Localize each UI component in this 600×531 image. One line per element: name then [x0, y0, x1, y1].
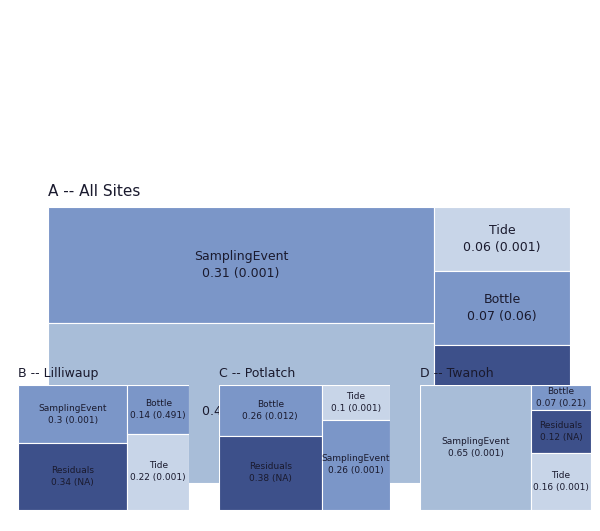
- Text: A -- All Sites: A -- All Sites: [48, 184, 140, 199]
- Bar: [434, 207, 570, 271]
- Text: Bottle
0.26 (0.012): Bottle 0.26 (0.012): [242, 400, 298, 421]
- Text: Bottle
0.07 (0.21): Bottle 0.07 (0.21): [536, 387, 586, 408]
- Bar: [531, 385, 591, 410]
- Bar: [531, 410, 591, 453]
- Bar: [127, 385, 189, 433]
- Bar: [127, 433, 189, 510]
- Text: Residuals
0.12 (NA): Residuals 0.12 (NA): [539, 421, 583, 442]
- Text: Residuals
0.34 (NA): Residuals 0.34 (NA): [51, 466, 94, 487]
- Text: D -- Twanoh: D -- Twanoh: [420, 367, 494, 380]
- Text: B -- Lilliwaup: B -- Lilliwaup: [18, 367, 98, 380]
- Bar: [219, 385, 322, 435]
- Bar: [18, 385, 127, 443]
- Text: SamplingEvent
0.26 (0.001): SamplingEvent 0.26 (0.001): [322, 455, 390, 475]
- Bar: [219, 435, 322, 510]
- Bar: [531, 453, 591, 510]
- Bar: [322, 385, 390, 419]
- Text: C -- Potlatch: C -- Potlatch: [219, 367, 295, 380]
- Bar: [18, 443, 127, 510]
- Bar: [322, 419, 390, 510]
- Text: Residuals
0.13 (NA): Residuals 0.13 (NA): [472, 399, 532, 429]
- Text: Bottle
0.14 (0.491): Bottle 0.14 (0.491): [130, 399, 186, 419]
- Text: Tide
0.06 (0.001): Tide 0.06 (0.001): [463, 224, 541, 254]
- Text: Site
0.43 (0.001): Site 0.43 (0.001): [202, 388, 280, 418]
- Bar: [48, 323, 434, 483]
- Text: Residuals
0.38 (NA): Residuals 0.38 (NA): [249, 463, 292, 483]
- Bar: [48, 207, 434, 323]
- Text: Tide
0.22 (0.001): Tide 0.22 (0.001): [130, 461, 186, 482]
- Text: Bottle
0.07 (0.06): Bottle 0.07 (0.06): [467, 293, 537, 323]
- Text: Tide
0.1 (0.001): Tide 0.1 (0.001): [331, 392, 381, 413]
- Bar: [434, 271, 570, 345]
- Bar: [434, 345, 570, 483]
- Text: SamplingEvent
0.65 (0.001): SamplingEvent 0.65 (0.001): [442, 437, 510, 458]
- Text: Tide
0.16 (0.001): Tide 0.16 (0.001): [533, 471, 589, 492]
- Text: SamplingEvent
0.31 (0.001): SamplingEvent 0.31 (0.001): [194, 250, 289, 280]
- Text: SamplingEvent
0.3 (0.001): SamplingEvent 0.3 (0.001): [38, 404, 107, 425]
- Bar: [420, 385, 531, 510]
